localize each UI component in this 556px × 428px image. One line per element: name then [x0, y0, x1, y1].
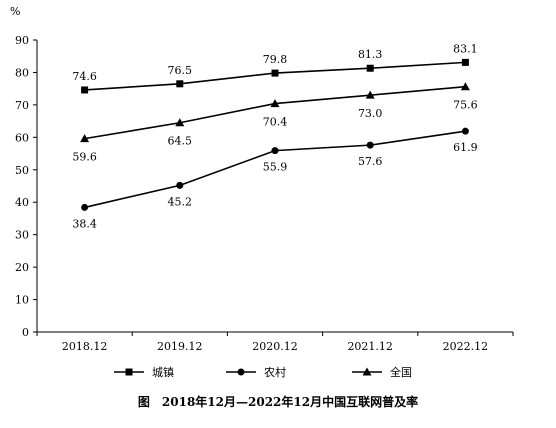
data-point — [270, 99, 280, 108]
y-axis-unit: % — [10, 5, 20, 18]
y-tick-label: 80 — [15, 66, 29, 79]
data-point — [366, 64, 374, 72]
y-tick-label: 90 — [15, 34, 29, 47]
x-axis-ticks: 2018.12 2019.12 2020.12 2021.12 2022.12 — [36, 332, 514, 353]
data-point — [461, 127, 469, 135]
legend-item: 农村 — [226, 365, 286, 379]
data-label: 70.4 — [263, 116, 288, 129]
data-label: 79.8 — [263, 53, 288, 66]
data-point — [365, 90, 375, 99]
data-point — [80, 134, 90, 143]
y-tick-label: 0 — [22, 326, 29, 339]
legend-marker — [237, 368, 245, 376]
series-circle: 38.4 45.2 55.9 57.6 61.9 — [72, 127, 478, 230]
y-tick-label: 30 — [15, 229, 29, 242]
y-tick-label: 40 — [15, 196, 29, 209]
data-label: 75.6 — [453, 99, 478, 112]
data-label: 76.5 — [168, 64, 193, 77]
data-label: 64.5 — [168, 135, 193, 148]
y-tick-label: 50 — [15, 164, 29, 177]
data-point — [176, 80, 184, 88]
legend-label: 全国 — [390, 365, 412, 379]
data-label: 57.6 — [358, 155, 383, 168]
data-point — [81, 203, 89, 211]
data-label: 83.1 — [453, 42, 478, 55]
legend-item: 全国 — [352, 365, 412, 379]
data-label: 38.4 — [72, 217, 97, 230]
data-label: 45.2 — [168, 195, 193, 208]
series-line — [84, 85, 466, 140]
data-point — [81, 86, 89, 94]
data-point — [460, 82, 470, 91]
x-tick-label: 2020.12 — [252, 340, 298, 353]
x-tick-label: 2018.12 — [62, 340, 108, 353]
y-tick-label: 60 — [15, 131, 29, 144]
legend-marker — [125, 368, 133, 376]
x-tick-label: 2021.12 — [347, 340, 393, 353]
data-label: 59.6 — [72, 151, 97, 164]
data-label: 55.9 — [263, 161, 288, 174]
series-square: 74.6 76.5 79.8 81.3 83.1 — [72, 42, 478, 94]
data-point — [271, 69, 279, 77]
data-label: 74.6 — [72, 70, 97, 83]
chart-series: 74.6 76.5 79.8 81.3 83.1 38.4 45.2 55.9 57.6 61.9… — [72, 42, 477, 230]
chart-caption: 图 2018年12月—2022年12月中国互联网普及率 — [138, 394, 418, 409]
data-label: 81.3 — [358, 48, 383, 61]
data-point — [175, 118, 185, 127]
y-tick-label: 10 — [15, 294, 29, 307]
x-tick-label: 2019.12 — [157, 340, 203, 353]
chart-legend: 城镇 农村 全国 — [114, 365, 412, 379]
data-point — [176, 181, 184, 189]
data-label: 61.9 — [453, 141, 478, 154]
chart-axes — [36, 40, 513, 333]
y-tick-label: 20 — [15, 261, 29, 274]
data-label: 73.0 — [358, 107, 383, 120]
y-axis-ticks: 0 10 20 30 40 50 60 70 80 90 — [15, 34, 37, 339]
legend-label: 农村 — [264, 365, 286, 379]
data-point — [366, 141, 374, 149]
series-triangle: 59.6 64.5 70.4 73.0 75.6 — [72, 82, 478, 164]
y-tick-label: 70 — [15, 99, 29, 112]
data-point — [271, 147, 279, 155]
x-tick-label: 2022.12 — [443, 340, 489, 353]
legend-item: 城镇 — [114, 365, 174, 379]
legend-marker — [362, 367, 372, 376]
data-point — [461, 58, 469, 66]
legend-label: 城镇 — [152, 365, 174, 379]
